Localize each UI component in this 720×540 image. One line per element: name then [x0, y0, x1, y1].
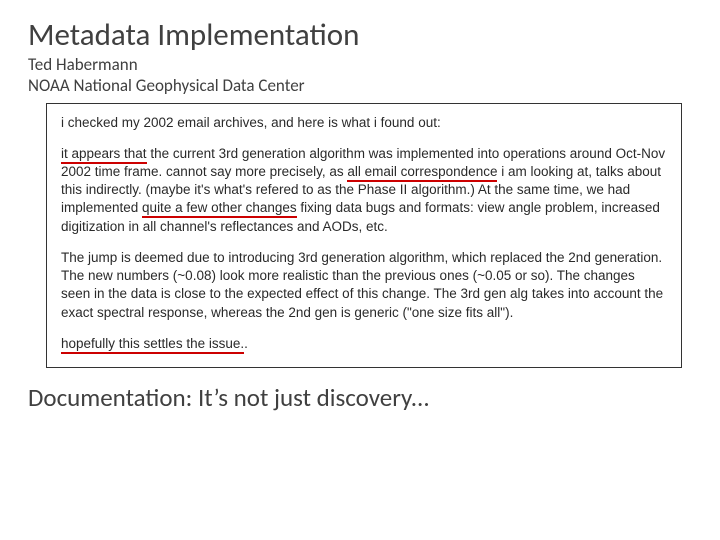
slide-title: Metadata Implementation	[28, 18, 692, 52]
underline-phrase: hopefully this settles the issue.	[61, 336, 244, 354]
email-excerpt-box: i checked my 2002 email archives, and he…	[46, 103, 682, 368]
org-line: NOAA National Geophysical Data Center	[28, 75, 692, 96]
email-p1: i checked my 2002 email archives, and he…	[61, 114, 667, 132]
author-line: Ted Habermann	[28, 54, 692, 75]
email-p2: it appears that the current 3rd generati…	[61, 145, 667, 236]
footer-caption: Documentation: It’s not just discovery..…	[28, 382, 720, 413]
underline-phrase: all email correspondence	[347, 164, 497, 182]
underline-phrase: it appears that	[61, 146, 147, 164]
email-p4: hopefully this settles the issue..	[61, 335, 667, 353]
email-p3: The jump is deemed due to introducing 3r…	[61, 249, 667, 322]
underline-phrase: quite a few other changes	[142, 200, 297, 218]
